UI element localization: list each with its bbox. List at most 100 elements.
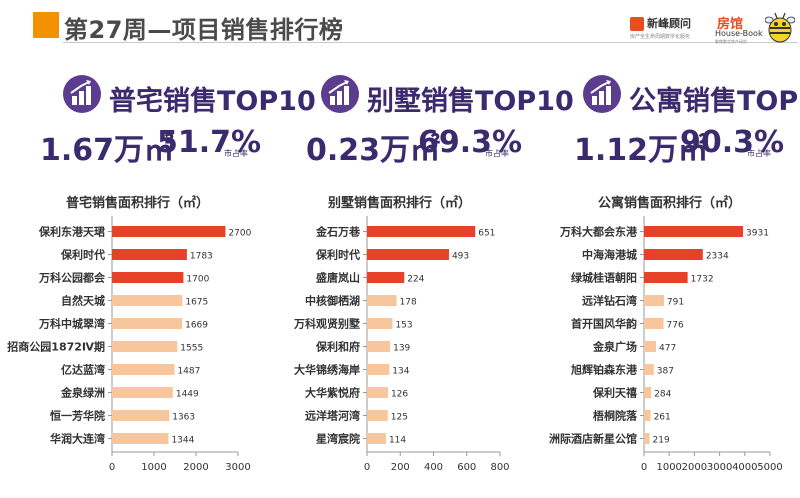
category-label: 保利时代 [60, 248, 105, 262]
value-label: 114 [389, 436, 406, 446]
page-title: 第27周—项目销售排行榜 [64, 16, 344, 44]
value-label: 1669 [185, 321, 208, 331]
bar [112, 318, 183, 329]
bar [112, 341, 178, 352]
value-label: 477 [659, 344, 676, 354]
category-label: 洲际酒店新星公馆 [549, 432, 637, 446]
bar [367, 318, 393, 329]
value-label: 1363 [172, 413, 195, 423]
category-label: 金泉广场 [592, 340, 637, 354]
category-label: 亿达蓝湾 [61, 363, 105, 377]
bar [367, 410, 388, 421]
value-label: 219 [653, 436, 670, 446]
bar [644, 410, 651, 421]
bar [644, 387, 652, 398]
x-tick-label: 0 [109, 462, 115, 473]
area-total: 1.12万㎡ [574, 133, 709, 168]
value-label: 1487 [177, 367, 200, 377]
category-label: 万科观贤别墅 [293, 317, 360, 331]
category-label: 绿城桂语朝阳 [571, 271, 637, 285]
bar [112, 433, 169, 444]
value-label: 2334 [706, 252, 729, 262]
bar [367, 249, 449, 260]
bar [367, 387, 388, 398]
x-tick-label: 4000 [732, 462, 757, 473]
bar [644, 433, 650, 444]
market-share: 51.7% [157, 125, 262, 160]
bar-chart-circle-icon [63, 75, 101, 113]
category-label: 保利和府 [315, 340, 360, 354]
category-label: 恒一芳华院 [50, 409, 105, 423]
category-label: 大华锦绣海岸 [294, 363, 360, 377]
bar [367, 433, 386, 444]
bar [367, 272, 405, 283]
bar [112, 226, 226, 237]
value-label: 1449 [176, 390, 199, 400]
bar [367, 226, 476, 237]
area-total: 1.67万㎡ [40, 133, 175, 168]
panel-title: 公寓销售TOP10 [629, 86, 800, 117]
chart-title: 普宅销售面积排行（㎡） [66, 196, 210, 211]
bar-chart: 0 1000 2000 3000 保利东港天珺 2700 保利时代 1783 万科公园都会 170… [7, 216, 252, 473]
value-label: 153 [395, 321, 412, 331]
value-label: 224 [407, 275, 424, 285]
panel-title: 别墅销售TOP10 [367, 86, 574, 117]
market-share: 69.3% [418, 125, 523, 160]
fangguan-name: 房馆 [717, 17, 744, 32]
value-label: 126 [391, 390, 408, 400]
panel-apartment: 公寓销售TOP10 1.12万㎡ 90.3% 市占率 公寓销售面积排行（㎡） 0… [530, 0, 800, 498]
orange-square-icon [33, 12, 59, 38]
category-label: 招商公园1872Ⅳ期 [7, 340, 105, 354]
panel-villa: 别墅销售TOP10 0.23万㎡ 69.3% 市占率 别墅销售面积排行（㎡） 0… [268, 0, 574, 498]
x-tick-label: 0 [364, 462, 370, 473]
value-label: 139 [393, 344, 410, 354]
category-label: 金泉绿洲 [60, 386, 105, 400]
value-label: 387 [657, 367, 674, 377]
category-label: 金石万巷 [315, 225, 361, 239]
value-label: 651 [478, 229, 495, 239]
x-tick-label: 5000 [757, 462, 782, 473]
bar [644, 272, 688, 283]
bar-chart-circle-icon [583, 75, 621, 113]
market-share-label: 市占率 [747, 149, 771, 158]
category-label: 远洋塔河湾 [305, 409, 360, 423]
category-label: 自然天城 [61, 294, 105, 308]
category-label: 梧桐院落 [593, 409, 638, 423]
value-label: 1732 [691, 275, 714, 285]
category-label: 中核御栖湖 [305, 294, 360, 308]
x-tick-label: 200 [391, 462, 410, 473]
market-share: 90.3% [680, 125, 785, 160]
category-label: 万科大都会东港 [559, 225, 638, 239]
bar [367, 341, 391, 352]
value-label: 261 [654, 413, 671, 423]
page-header: 第27周—项目销售排行榜 新峰顾问 房产全生命周期数字化服务 房馆 House-… [0, 0, 800, 58]
bar [112, 272, 184, 283]
x-tick-label: 1000 [141, 462, 166, 473]
bar [644, 364, 654, 375]
category-label: 华润大连湾 [50, 432, 105, 446]
bar-chart: 0 1000 2000 3000 4000 5000 万科大都会东港 3931 中海海港城 233… [549, 216, 783, 473]
category-label: 万科中城翠湾 [38, 317, 105, 331]
bar [112, 295, 183, 306]
value-label: 493 [452, 252, 469, 262]
xinfeng-tagline: 房产全生命周期数字化服务 [630, 34, 691, 40]
header-divider [63, 42, 798, 43]
x-tick-label: 0 [641, 462, 647, 473]
value-label: 1344 [171, 436, 194, 446]
bar [644, 341, 657, 352]
value-label: 178 [400, 298, 417, 308]
bee-mascot-icon [765, 12, 795, 43]
category-label: 旭辉铂森东港 [570, 363, 638, 377]
chart-title: 别墅销售面积排行（㎡） [328, 196, 472, 211]
value-label: 1555 [180, 344, 203, 354]
category-label: 保利时代 [315, 248, 360, 262]
category-label: 大华紫悦府 [305, 386, 360, 400]
x-tick-label: 3000 [225, 462, 250, 473]
bar-chart-circle-icon [321, 75, 359, 113]
category-label: 盛唐岚山 [316, 271, 360, 285]
category-label: 远洋钻石湾 [582, 294, 637, 308]
bar [644, 295, 664, 306]
bar [112, 387, 173, 398]
x-tick-label: 600 [457, 462, 476, 473]
area-total: 0.23万㎡ [306, 133, 441, 168]
